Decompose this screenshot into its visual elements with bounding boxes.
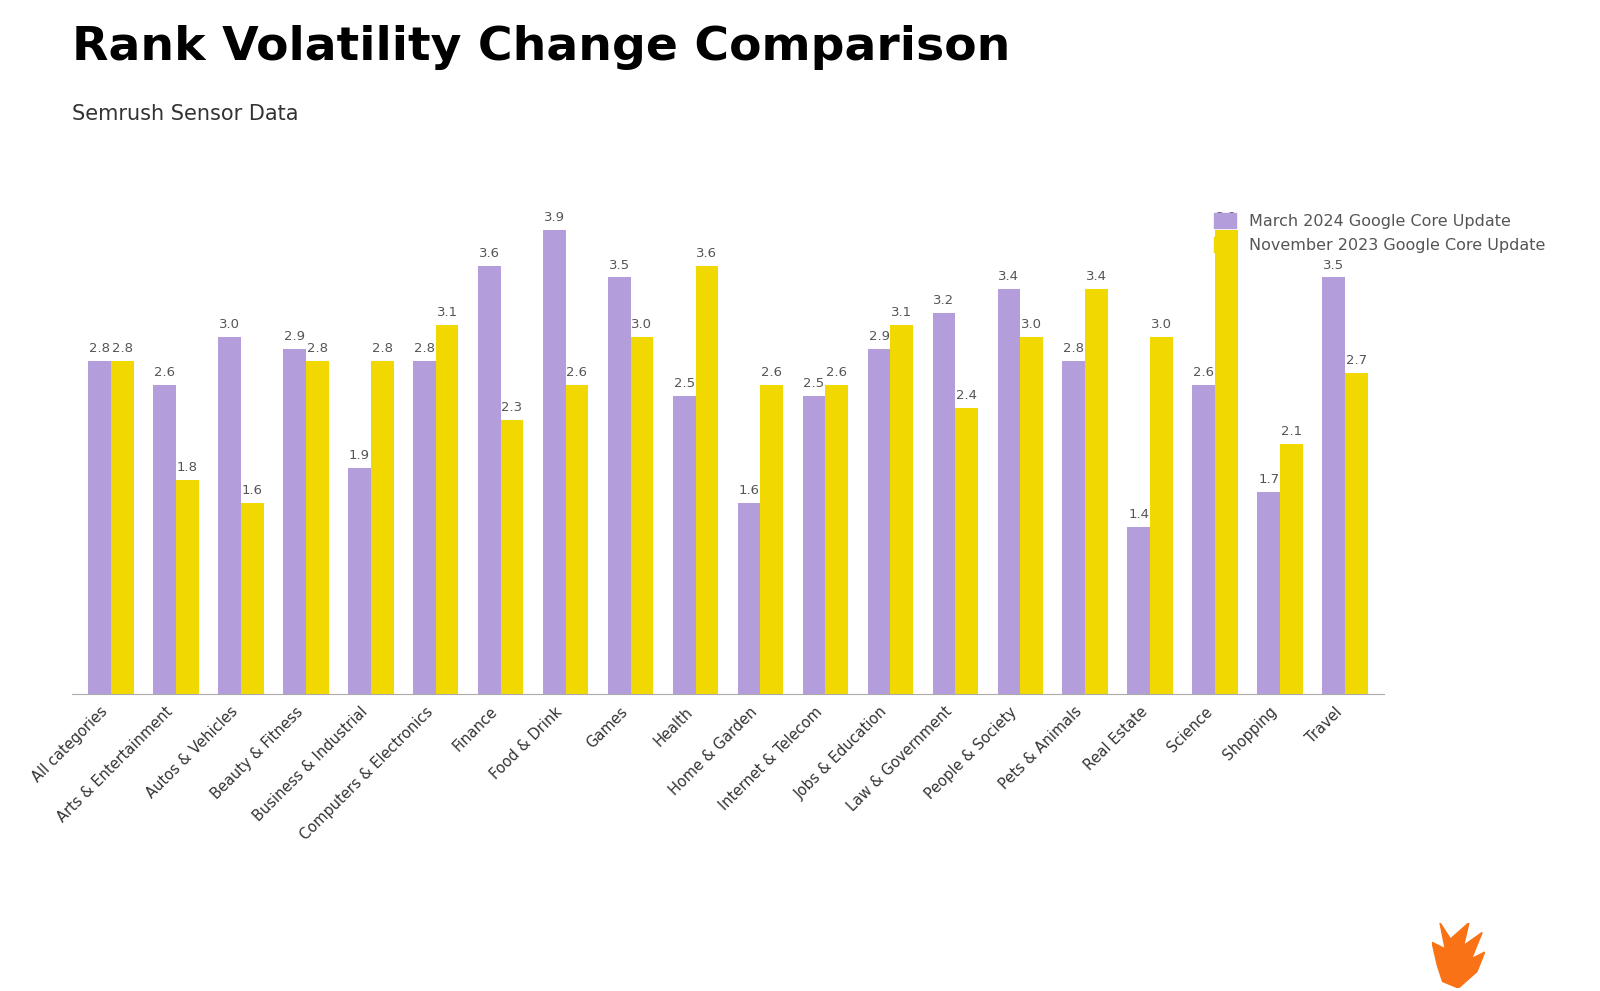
Bar (242, 503, 264, 694)
Bar (154, 385, 176, 694)
Bar (1128, 527, 1150, 694)
Bar (1258, 492, 1280, 694)
Bar (1346, 373, 1368, 694)
Bar (738, 503, 760, 694)
Text: SEMRUSH: SEMRUSH (1496, 942, 1600, 968)
Bar (1280, 444, 1302, 694)
Text: 2.1: 2.1 (1282, 425, 1302, 438)
Bar (566, 385, 589, 694)
Polygon shape (1432, 923, 1485, 988)
Text: 2.9: 2.9 (283, 330, 306, 343)
Bar (1150, 337, 1173, 694)
Text: 3.4: 3.4 (998, 271, 1019, 283)
Bar (478, 266, 501, 694)
Bar (349, 468, 371, 694)
Text: 2.7: 2.7 (1346, 354, 1366, 367)
Text: 2.4: 2.4 (957, 389, 978, 402)
Bar (1214, 230, 1238, 694)
Text: 3.9: 3.9 (544, 211, 565, 224)
Bar (803, 396, 826, 694)
Text: 3.5: 3.5 (608, 259, 630, 272)
Text: 2.8: 2.8 (307, 342, 328, 355)
Text: 2.6: 2.6 (154, 366, 174, 379)
Bar (760, 385, 784, 694)
Bar (501, 420, 523, 694)
Bar (867, 349, 890, 694)
Bar (1192, 385, 1214, 694)
Text: 2.8: 2.8 (371, 342, 392, 355)
Text: 3.6: 3.6 (478, 247, 499, 260)
Bar (306, 361, 328, 694)
Bar (176, 480, 198, 694)
Bar (435, 325, 459, 694)
Text: 2.8: 2.8 (1064, 342, 1085, 355)
Bar (110, 361, 134, 694)
Bar (1085, 289, 1107, 694)
Text: 3.2: 3.2 (933, 294, 955, 307)
Text: 3.0: 3.0 (219, 318, 240, 331)
Bar (826, 385, 848, 694)
Text: 3.5: 3.5 (1323, 259, 1344, 272)
Text: 1.4: 1.4 (1128, 508, 1149, 521)
Bar (696, 266, 718, 694)
Text: 2.3: 2.3 (501, 401, 523, 414)
Text: semrush.com: semrush.com (56, 946, 178, 964)
Text: 2.5: 2.5 (803, 378, 824, 390)
Bar (371, 361, 394, 694)
Bar (933, 313, 955, 694)
Text: 3.0: 3.0 (632, 318, 653, 331)
Text: 3.4: 3.4 (1086, 271, 1107, 283)
Bar (1322, 277, 1346, 694)
Text: 2.6: 2.6 (566, 366, 587, 379)
Text: Rank Volatility Change Comparison: Rank Volatility Change Comparison (72, 25, 1010, 69)
Bar (997, 289, 1021, 694)
Text: 3.6: 3.6 (696, 247, 717, 260)
Bar (283, 349, 306, 694)
Text: 2.6: 2.6 (826, 366, 848, 379)
Bar (955, 408, 978, 694)
Text: 1.9: 1.9 (349, 449, 370, 462)
Bar (1021, 337, 1043, 694)
Text: 3.1: 3.1 (437, 306, 458, 319)
Legend: March 2024 Google Core Update, November 2023 Google Core Update: March 2024 Google Core Update, November … (1208, 206, 1552, 259)
Text: 3.0: 3.0 (1021, 318, 1042, 331)
Text: 3.1: 3.1 (891, 306, 912, 319)
Bar (608, 277, 630, 694)
Text: 1.7: 1.7 (1258, 473, 1280, 486)
Bar (672, 396, 696, 694)
Text: 2.8: 2.8 (90, 342, 110, 355)
Bar (88, 361, 110, 694)
Text: 3.9: 3.9 (1216, 211, 1237, 224)
Text: 2.8: 2.8 (414, 342, 435, 355)
Text: 3.0: 3.0 (1150, 318, 1173, 331)
Text: 1.8: 1.8 (176, 461, 198, 474)
Text: 2.8: 2.8 (112, 342, 133, 355)
Text: 2.6: 2.6 (762, 366, 782, 379)
Text: 2.5: 2.5 (674, 378, 694, 390)
Text: 1.6: 1.6 (242, 485, 262, 497)
Text: 1.6: 1.6 (739, 485, 760, 497)
Bar (890, 325, 914, 694)
Bar (630, 337, 653, 694)
Bar (413, 361, 435, 694)
Bar (1062, 361, 1085, 694)
Text: 2.9: 2.9 (869, 330, 890, 343)
Text: Semrush Sensor Data: Semrush Sensor Data (72, 104, 299, 124)
Bar (542, 230, 566, 694)
Text: 2.6: 2.6 (1194, 366, 1214, 379)
Bar (218, 337, 242, 694)
